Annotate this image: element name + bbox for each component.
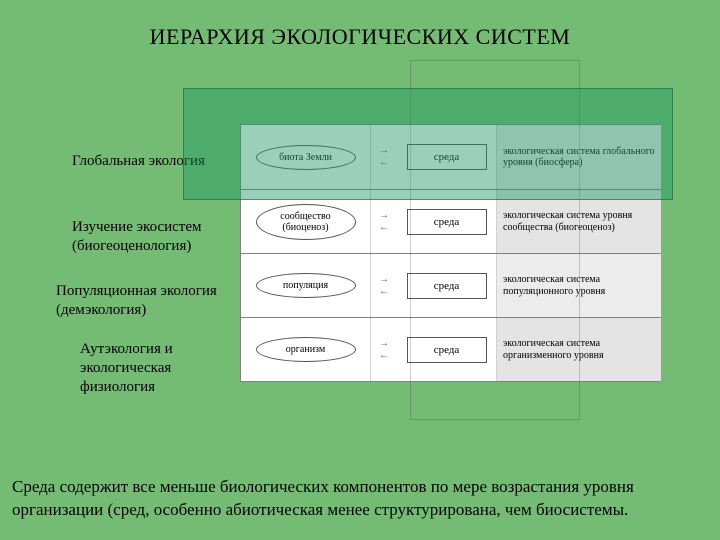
arrow-left-icon: ← xyxy=(379,287,389,297)
green-highlight-overlay xyxy=(183,88,673,200)
ellipse-label: сообщество (биоценоз) xyxy=(256,204,356,240)
arrow-left-icon: ← xyxy=(379,351,389,361)
left-label-1: Изучение экосистем (биогеоценология) xyxy=(72,218,248,256)
cell-ellipse: популяция xyxy=(241,254,371,317)
left-label-3: Аутэкология и экологическая физиология xyxy=(80,340,250,396)
slide-root: ИЕРАРХИЯ ЭКОЛОГИЧЕСКИХ СИСТЕМ Глобальная… xyxy=(0,0,720,540)
cell-ellipse: организм xyxy=(241,318,371,381)
bidir-arrows-icon: → ← xyxy=(371,254,397,317)
left-label-2: Популяционная экология (демэкология) xyxy=(56,282,256,320)
footnote-text: Среда содержит все меньше биологических … xyxy=(12,476,720,522)
bidir-arrows-icon: → ← xyxy=(371,318,397,381)
slide-title: ИЕРАРХИЯ ЭКОЛОГИЧЕСКИХ СИСТЕМ xyxy=(0,24,720,50)
ellipse-label: организм xyxy=(256,337,356,362)
arrow-left-icon: ← xyxy=(379,223,389,233)
ellipse-label: популяция xyxy=(256,273,356,298)
arrow-right-icon: → xyxy=(379,339,389,349)
arrow-right-icon: → xyxy=(379,211,389,221)
arrow-right-icon: → xyxy=(379,275,389,285)
